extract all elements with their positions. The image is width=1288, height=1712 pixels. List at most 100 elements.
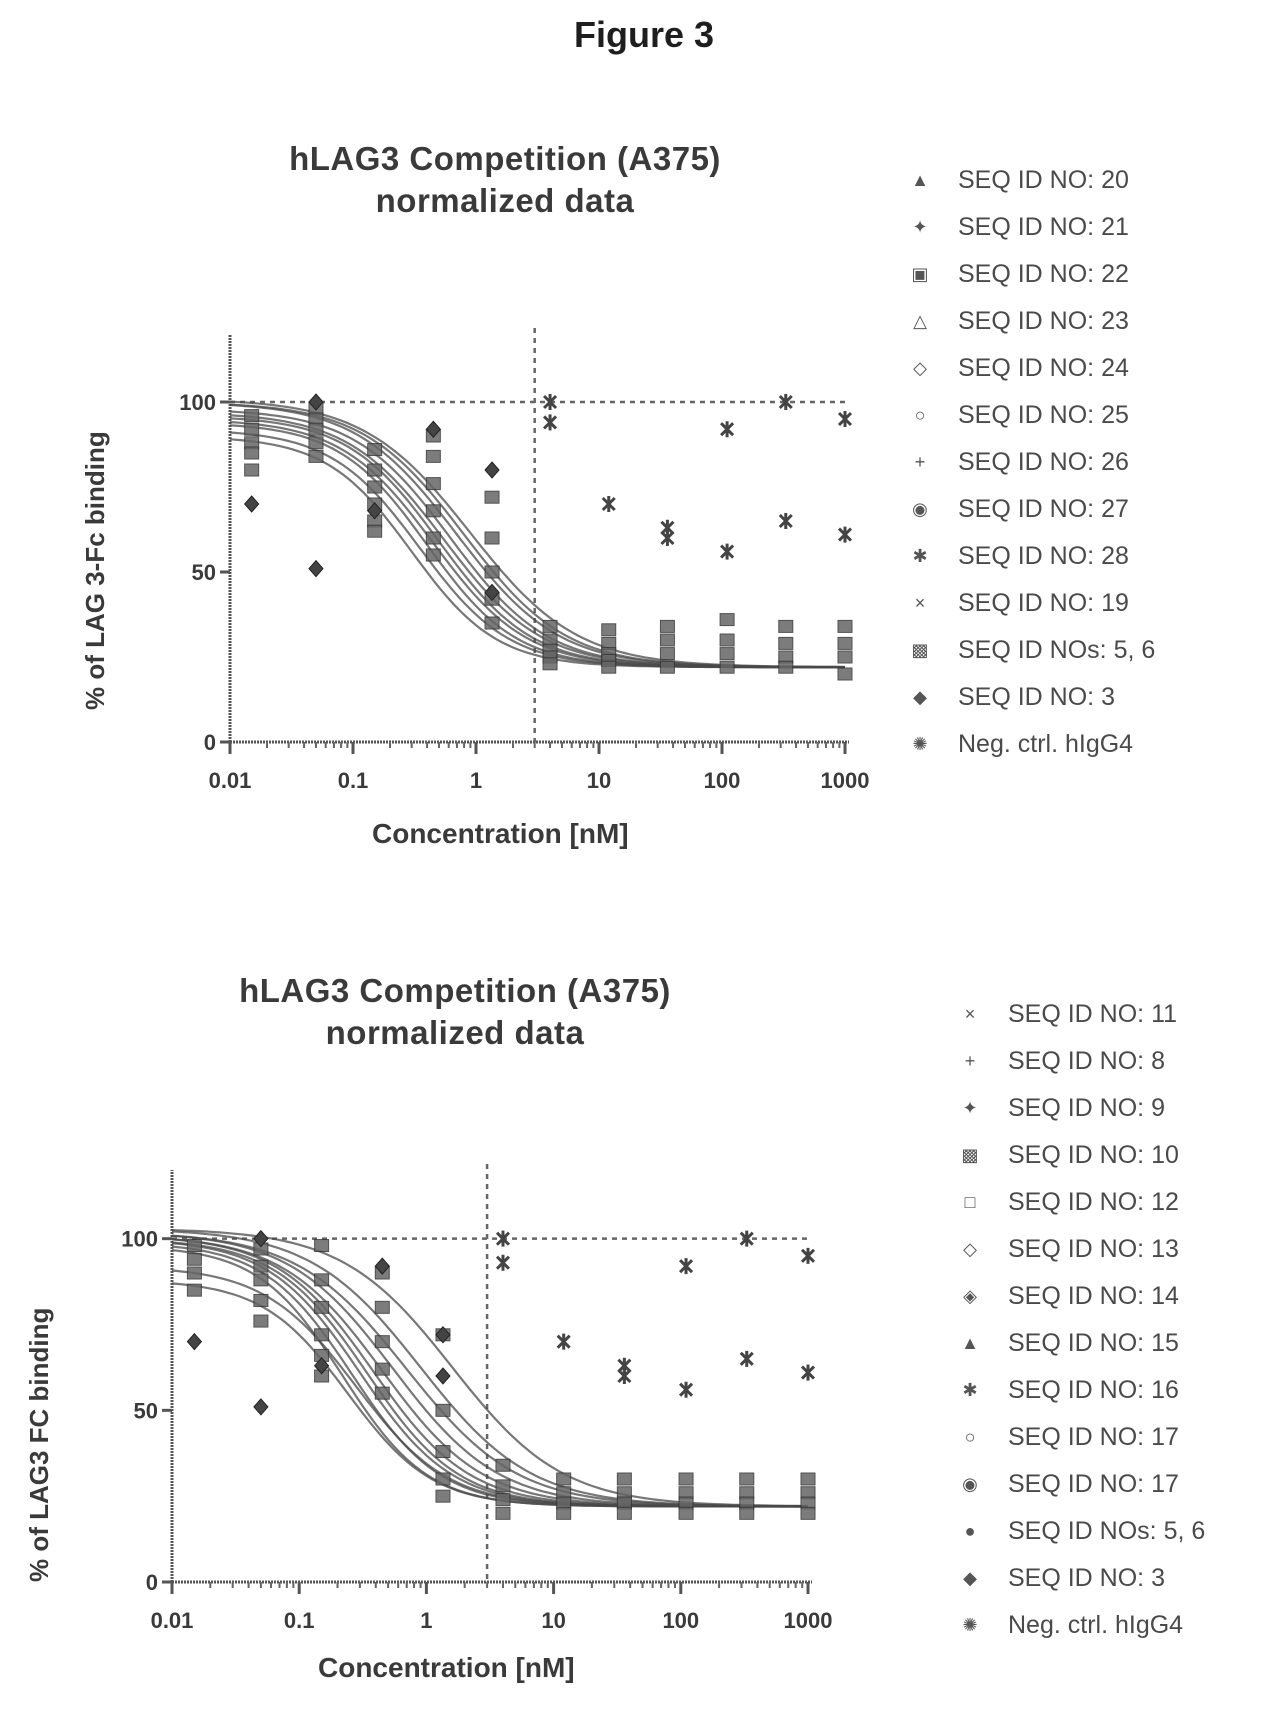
fit-curve	[229, 438, 845, 669]
legend-label: SEQ ID NO: 15	[1008, 1329, 1179, 1357]
data-point	[367, 480, 383, 494]
data-point	[308, 436, 324, 450]
data-point	[659, 633, 675, 647]
data-point	[484, 616, 500, 630]
chart-title: hLAG3 Competition (A375)	[239, 972, 671, 1009]
fit-curve	[171, 1230, 808, 1508]
legend-marker-icon: ◇	[913, 358, 927, 378]
legend-label: SEQ ID NO: 12	[1008, 1188, 1179, 1216]
data-point	[425, 531, 441, 545]
legend-marker-icon: ×	[964, 1004, 976, 1024]
data-point-seq3	[243, 495, 260, 513]
y-tick-label: 50	[192, 560, 216, 585]
data-point-seq3	[366, 502, 383, 520]
legend-marker-icon: ▩	[961, 1145, 979, 1165]
data-point	[314, 1273, 330, 1287]
data-point	[314, 1328, 330, 1342]
x-tick-label: 10	[587, 768, 611, 793]
legend-marker-icon: ◈	[963, 1286, 977, 1306]
legend-label: SEQ ID NO: 28	[958, 542, 1129, 570]
legend-label: SEQ ID NO: 24	[958, 354, 1129, 382]
data-point-neg-ctrl	[778, 513, 793, 529]
legend-marker-icon: ▲	[961, 1333, 979, 1353]
data-point	[244, 422, 260, 436]
data-point	[374, 1362, 390, 1376]
x-tick-label: 1000	[784, 1608, 833, 1633]
data-point	[616, 1506, 632, 1520]
data-point	[435, 1472, 451, 1486]
data-point	[837, 619, 853, 633]
legend-label: SEQ ID NO: 13	[1008, 1235, 1179, 1263]
data-point-seq3	[308, 559, 324, 578]
data-point	[367, 463, 383, 477]
data-point-seq3	[313, 1356, 330, 1375]
data-point	[556, 1472, 572, 1486]
data-point	[244, 409, 260, 423]
data-point	[435, 1489, 451, 1503]
data-point	[253, 1293, 269, 1307]
data-point	[601, 660, 617, 674]
legend-label: SEQ ID NO: 3	[958, 683, 1115, 711]
fit-curve	[171, 1229, 808, 1508]
data-point	[659, 619, 675, 633]
data-point-neg-ctrl	[542, 394, 558, 410]
data-point	[495, 1506, 511, 1520]
data-point	[244, 446, 260, 460]
data-point	[778, 619, 794, 633]
data-point	[253, 1314, 269, 1328]
x-tick-label: 100	[704, 768, 741, 793]
x-tick-label: 1	[420, 1608, 432, 1633]
chart-subtitle: normalized data	[375, 182, 635, 219]
data-point	[837, 667, 853, 681]
data-point	[800, 1506, 816, 1520]
data-point	[308, 449, 324, 463]
legend-marker-icon: ◉	[962, 1474, 978, 1494]
legend-marker-icon: ×	[914, 593, 926, 613]
data-point	[374, 1300, 390, 1314]
legend-marker-icon: ◇	[963, 1239, 977, 1259]
data-point	[739, 1472, 755, 1486]
data-point	[435, 1403, 451, 1417]
data-point	[425, 504, 441, 518]
legend-label: SEQ ID NO: 17	[1008, 1423, 1179, 1451]
chart-title-bottom: hLAG3 Competition (A375) normalized data	[190, 970, 720, 1054]
data-point	[425, 548, 441, 562]
chart-panel-top: hLAG3 Competition (A375) normalized data…	[80, 138, 1155, 849]
legend-marker-icon: ▩	[911, 640, 929, 660]
data-point-neg-ctrl	[800, 1364, 816, 1381]
data-point-seq3	[484, 461, 500, 479]
data-point	[542, 657, 558, 671]
chart-title-top: hLAG3 Competition (A375) normalized data	[240, 138, 770, 222]
legend-marker-icon: □	[964, 1192, 976, 1212]
fit-curve	[229, 431, 845, 669]
data-point	[719, 633, 735, 647]
data-point-seq3	[186, 1332, 203, 1351]
y-tick-label: 100	[179, 390, 216, 415]
data-point	[556, 1506, 572, 1520]
data-point	[678, 1472, 694, 1486]
data-point	[186, 1266, 202, 1280]
legend-label: SEQ ID NO: 21	[958, 213, 1129, 241]
data-point-neg-ctrl	[542, 414, 558, 431]
y-tick-label: 100	[121, 1227, 158, 1252]
data-point	[374, 1386, 390, 1400]
data-point	[186, 1283, 202, 1297]
data-point	[659, 647, 675, 661]
data-point	[719, 660, 735, 674]
y-tick-label: 50	[134, 1398, 158, 1423]
legend-label: SEQ ID NO: 23	[958, 307, 1129, 335]
legend-label: SEQ ID NO: 3	[1008, 1564, 1165, 1592]
data-point	[186, 1239, 202, 1253]
legend-label: SEQ ID NO: 8	[1008, 1047, 1165, 1075]
x-tick-label: 0.01	[151, 1608, 194, 1633]
data-point	[778, 636, 794, 650]
legend-marker-icon: ●	[964, 1521, 976, 1541]
legend-label: SEQ ID NO: 9	[1008, 1094, 1165, 1122]
legend-marker-icon: ◆	[963, 1568, 977, 1588]
data-point	[367, 524, 383, 538]
data-point-seq3	[435, 1367, 451, 1385]
legend-marker-icon: ✱	[962, 1380, 978, 1400]
legend-label: SEQ ID NO: 26	[958, 448, 1129, 476]
x-tick-label: 100	[662, 1608, 699, 1633]
data-point	[425, 449, 441, 463]
